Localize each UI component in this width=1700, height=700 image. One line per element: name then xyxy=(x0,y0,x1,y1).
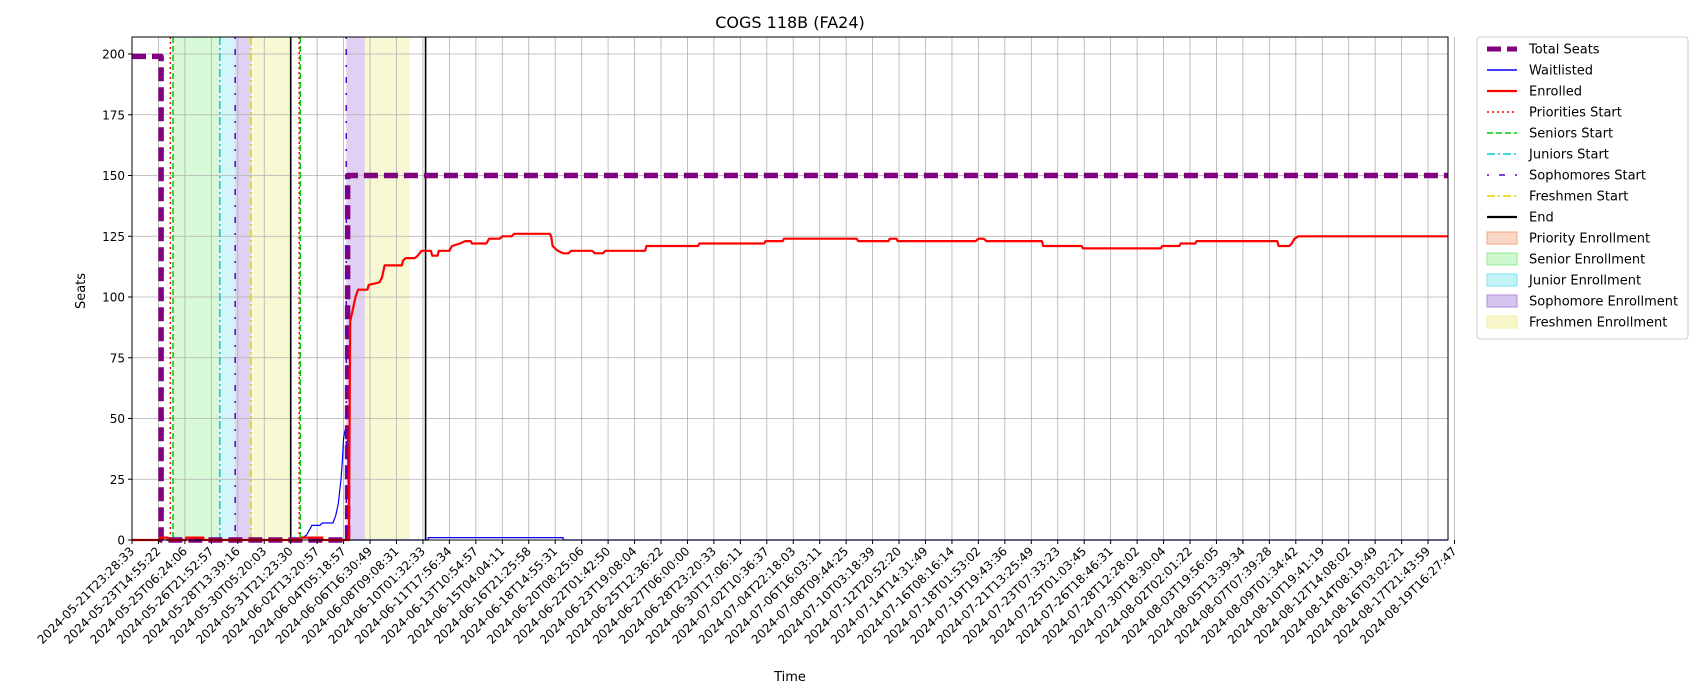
y-tick-label: 50 xyxy=(110,412,125,426)
span-sophomore-enrollment-1 xyxy=(346,37,365,540)
span-senior-enrollment-0 xyxy=(172,37,220,540)
legend-entry: Freshmen Start xyxy=(1487,190,1628,205)
legend-label: Sophomore Enrollment xyxy=(1529,295,1678,310)
series-waitlisted xyxy=(132,427,1448,541)
legend-label: Seniors Start xyxy=(1529,127,1613,142)
legend-entry: Enrolled xyxy=(1487,85,1582,100)
legend-label: Total Seats xyxy=(1528,43,1600,58)
legend-entry: Sophomore Enrollment xyxy=(1486,294,1678,310)
series-lines xyxy=(132,37,1448,543)
legend-swatch xyxy=(1486,231,1518,245)
y-tick-label: 125 xyxy=(102,230,125,244)
legend: Total Seats Waitlisted Enrolled Priorities … xyxy=(1476,36,1689,340)
legend-entry: Sophomores Start xyxy=(1487,169,1646,184)
y-tick-label: 100 xyxy=(102,291,125,305)
y-tick-label: 75 xyxy=(110,351,125,365)
legend-swatch xyxy=(1486,273,1518,287)
legend-swatch xyxy=(1486,315,1518,329)
legend-label: Waitlisted xyxy=(1529,64,1593,79)
legend-label: Senior Enrollment xyxy=(1529,253,1645,268)
legend-entry: Priority Enrollment xyxy=(1486,231,1650,247)
legend-entry: End xyxy=(1487,211,1554,226)
legend-entry: Freshmen Enrollment xyxy=(1486,315,1667,331)
series-enrolled xyxy=(132,232,1448,542)
legend-label: Freshmen Enrollment xyxy=(1529,316,1667,331)
y-tick-label: 25 xyxy=(110,473,125,487)
x-axis-label: Time xyxy=(773,670,806,685)
span-freshmen-enrollment-1 xyxy=(364,37,410,540)
legend-entry: Total Seats xyxy=(1487,43,1600,58)
legend-entry: Seniors Start xyxy=(1487,127,1613,142)
y-tick-label: 175 xyxy=(102,108,125,122)
plot-frame xyxy=(131,36,1449,541)
span-sophomore-enrollment-0 xyxy=(235,37,252,540)
legend-entry: Priorities Start xyxy=(1487,106,1622,121)
span-junior-enrollment-0 xyxy=(219,37,236,540)
legend-swatch xyxy=(1486,252,1518,266)
enrollment-spans xyxy=(172,37,410,540)
y-axis: 0 25 50 75 100 125 150 175 200 xyxy=(102,48,132,548)
legend-entry: Juniors Start xyxy=(1487,148,1609,163)
y-tick-label: 150 xyxy=(102,169,125,183)
x-axis: 2024-05-21T23:28:332024-05-23T14:55:2220… xyxy=(35,540,1460,647)
legend-label: Junior Enrollment xyxy=(1528,274,1641,289)
legend-label: Freshmen Start xyxy=(1529,190,1628,205)
legend-entry: Senior Enrollment xyxy=(1486,252,1645,268)
legend-entry: Junior Enrollment xyxy=(1486,273,1641,289)
legend-label: Enrolled xyxy=(1529,85,1582,100)
legend-entry: Waitlisted xyxy=(1487,64,1593,79)
series-total-seats xyxy=(132,53,1448,543)
y-tick-label: 200 xyxy=(102,48,125,62)
span-freshmen-enrollment-0 xyxy=(251,37,291,540)
legend-label: Priority Enrollment xyxy=(1529,232,1650,247)
legend-label: Priorities Start xyxy=(1529,106,1622,121)
legend-box xyxy=(1476,36,1689,340)
y-tick-label: 0 xyxy=(117,534,125,548)
legend-label: Juniors Start xyxy=(1528,148,1609,163)
chart-title: COGS 118B (FA24) xyxy=(715,13,865,32)
legend-swatch xyxy=(1486,294,1518,308)
legend-label: Sophomores Start xyxy=(1529,169,1646,184)
legend-label: End xyxy=(1529,211,1554,226)
y-axis-label: Seats xyxy=(74,273,89,309)
grid xyxy=(131,37,1455,541)
